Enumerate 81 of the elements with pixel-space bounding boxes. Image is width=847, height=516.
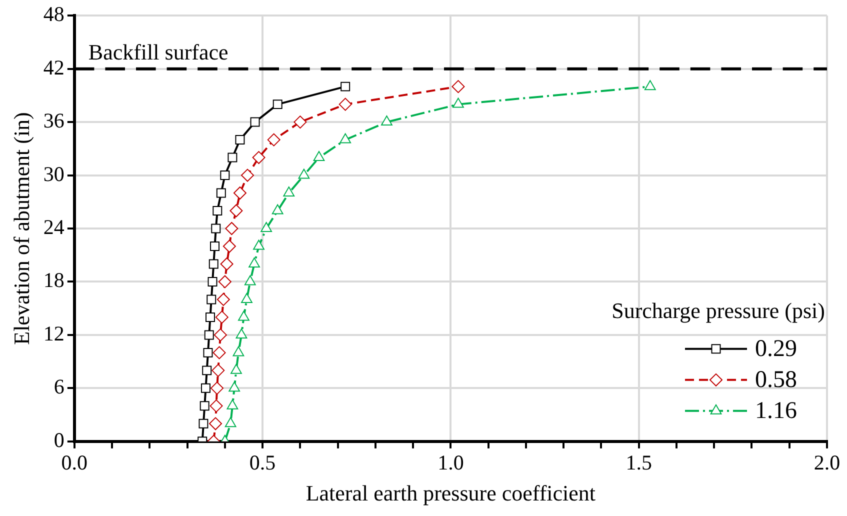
y-tick-label: 24 (43, 215, 65, 240)
point (210, 382, 224, 395)
point (206, 312, 215, 322)
point (212, 206, 222, 216)
point (340, 82, 350, 92)
point (220, 170, 230, 180)
point (200, 383, 210, 393)
point (222, 240, 236, 253)
point (208, 259, 218, 269)
point (253, 240, 264, 250)
legend-label: 0.29 (755, 336, 797, 362)
point (198, 418, 208, 428)
x-tick-label: 1.5 (626, 450, 652, 475)
y-tick-label: 48 (43, 2, 64, 26)
legend-label: 1.16 (755, 398, 797, 424)
y-tick-label: 12 (43, 321, 64, 346)
point (228, 382, 240, 392)
y-tick-label: 42 (43, 55, 64, 80)
point (204, 330, 214, 340)
point (218, 275, 232, 288)
point (644, 80, 656, 90)
point (452, 80, 465, 94)
point (208, 276, 218, 286)
point (202, 366, 212, 376)
point (252, 151, 266, 164)
point (236, 328, 248, 338)
legend-label: 0.58 (755, 367, 797, 394)
y-tick-label: 18 (43, 268, 64, 292)
point (212, 364, 225, 377)
point (267, 133, 280, 146)
point (228, 152, 238, 162)
point (212, 346, 226, 360)
point (235, 135, 245, 145)
point (216, 292, 230, 306)
point (233, 186, 246, 200)
point (209, 417, 222, 430)
ref-line-label: Backfill surface (88, 40, 228, 65)
x-tick-label: 0.0 (61, 450, 88, 475)
point (244, 275, 256, 286)
point (272, 204, 284, 214)
point (211, 224, 221, 234)
point (200, 401, 210, 411)
point (210, 242, 220, 251)
point (272, 100, 282, 110)
point (230, 204, 243, 218)
y-axis-title: Elevation of abutment (in) (8, 112, 34, 345)
point (232, 346, 244, 356)
x-tick-label: 0.5 (249, 450, 276, 475)
point (338, 98, 352, 111)
point (203, 348, 213, 358)
point (220, 257, 234, 270)
point (238, 310, 250, 321)
point (313, 151, 325, 162)
point (298, 168, 310, 179)
y-tick-label: 30 (43, 162, 64, 186)
point (224, 417, 236, 428)
point (260, 222, 272, 232)
point (294, 116, 307, 129)
point (214, 328, 227, 342)
point (216, 188, 226, 198)
point (230, 364, 242, 374)
y-tick-label: 0 (54, 428, 64, 452)
point (452, 98, 464, 108)
point (250, 117, 260, 127)
point (225, 222, 238, 235)
point (248, 257, 260, 268)
y-tick-label: 6 (54, 374, 64, 399)
point (226, 399, 238, 410)
y-tick-label: 36 (43, 108, 64, 133)
x-tick-label: 2.0 (814, 450, 840, 475)
point (241, 292, 252, 303)
point (283, 186, 295, 197)
x-axis-title: Lateral earth pressure coefficient (306, 480, 596, 506)
legend-title: Surcharge pressure (psi) (612, 298, 825, 324)
point (381, 116, 392, 126)
point (215, 310, 228, 324)
point (206, 294, 216, 304)
point (340, 133, 352, 144)
point (241, 168, 254, 182)
point (210, 399, 223, 412)
x-tick-label: 1.0 (438, 450, 464, 475)
